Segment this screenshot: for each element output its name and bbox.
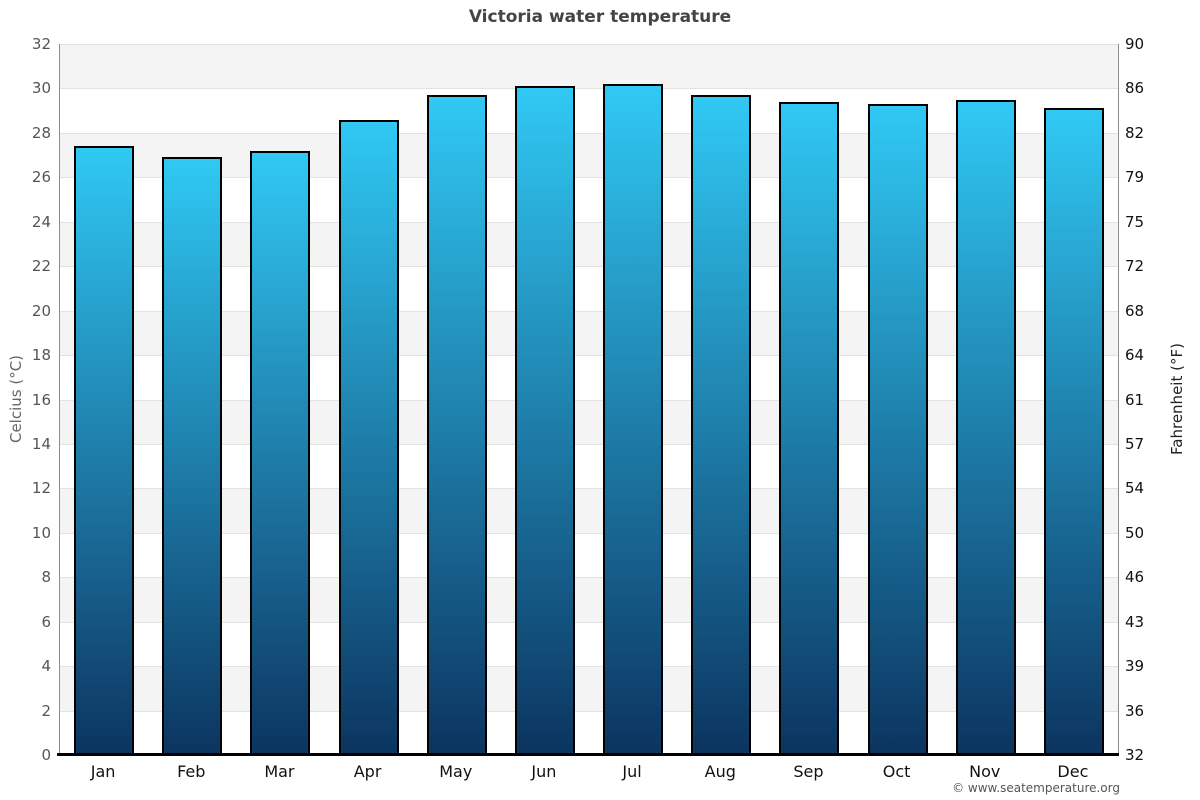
y-tick-celsius: 6 [41, 612, 51, 631]
gridline [60, 444, 1118, 445]
y-tick-celsius: 26 [31, 168, 51, 187]
y-tick-fahrenheit: 75 [1125, 212, 1145, 231]
plot-band [60, 266, 1118, 311]
bar-sep [779, 101, 840, 755]
plot-band [60, 443, 1118, 489]
plot-band [60, 488, 1118, 533]
y-tick-fahrenheit: 86 [1125, 79, 1145, 98]
y-tick-celsius: 32 [31, 35, 51, 53]
y-tick-fahrenheit: 46 [1125, 568, 1145, 587]
y-axis-label-fahrenheit: Fahrenheit (°F) [1168, 343, 1186, 455]
y-tick-celsius: 2 [41, 701, 51, 720]
y-tick-fahrenheit: 90 [1125, 35, 1145, 53]
y-tick-celsius: 24 [31, 212, 51, 231]
bar-nov [955, 99, 1016, 755]
x-axis-line [57, 753, 1119, 756]
y-tick-fahrenheit: 32 [1125, 746, 1145, 764]
gridline [60, 400, 1118, 401]
y-tick-fahrenheit: 68 [1125, 301, 1145, 320]
chart-title: Victoria water temperature [468, 7, 732, 27]
plot-band [60, 132, 1118, 178]
y-tick-celsius: 12 [31, 479, 51, 498]
plot-band [60, 88, 1118, 133]
y-tick-fahrenheit: 57 [1125, 434, 1145, 453]
bar-dec [1043, 108, 1104, 755]
y-tick-fahrenheit: 50 [1125, 523, 1145, 542]
y-tick-celsius: 14 [31, 434, 51, 453]
y-tick-fahrenheit: 82 [1125, 123, 1145, 142]
x-tick-month: Feb [177, 762, 206, 781]
y-tick-fahrenheit: 79 [1125, 168, 1145, 187]
gridline [60, 311, 1118, 312]
bar-jul [603, 83, 664, 755]
plot-band [60, 399, 1118, 444]
attribution: © www.seatemperature.org [952, 781, 1120, 795]
gridline [60, 355, 1118, 356]
x-tick-month: Jun [531, 762, 557, 781]
bar-aug [691, 95, 752, 755]
plot-band [60, 710, 1118, 755]
y-tick-celsius: 22 [31, 257, 51, 276]
x-tick-month: Nov [969, 762, 1001, 781]
y-tick-celsius: 16 [31, 390, 51, 409]
plot-area [59, 44, 1119, 755]
plot-band [60, 532, 1118, 578]
y-tick-fahrenheit: 72 [1125, 257, 1145, 276]
gridline [60, 266, 1118, 267]
x-tick-month: Jan [90, 762, 116, 781]
plot-band [60, 177, 1118, 222]
x-tick-month: Sep [793, 762, 824, 781]
y-tick-celsius: 20 [31, 301, 51, 320]
gridline [60, 711, 1118, 712]
plot-band [60, 577, 1118, 622]
bar-jun [514, 86, 575, 755]
y-tick-fahrenheit: 61 [1125, 390, 1145, 409]
gridline [60, 133, 1118, 134]
gridline [60, 44, 1118, 45]
gridline [60, 622, 1118, 623]
bar-mar [250, 150, 311, 755]
y-tick-celsius: 30 [31, 79, 51, 98]
y-axis-label-celsius: Celcius (°C) [7, 354, 25, 444]
y-tick-fahrenheit: 36 [1125, 701, 1145, 720]
y-tick-celsius: 8 [41, 568, 51, 587]
plot-band [60, 666, 1118, 711]
x-tick-month: May [439, 762, 473, 781]
gridline [60, 177, 1118, 178]
bar-feb [162, 157, 223, 755]
x-tick-month: Jul [622, 762, 642, 781]
y-tick-celsius: 0 [41, 746, 51, 764]
y-tick-celsius: 4 [41, 657, 51, 676]
x-tick-month: Dec [1057, 762, 1089, 781]
y-tick-celsius: 10 [31, 523, 51, 542]
y-tick-fahrenheit: 39 [1125, 657, 1145, 676]
bar-may [426, 95, 487, 755]
y-tick-fahrenheit: 43 [1125, 612, 1145, 631]
bar-apr [338, 119, 399, 755]
x-tick-month: Oct [882, 762, 911, 781]
plot-band [60, 355, 1118, 400]
gridline [60, 488, 1118, 489]
x-tick-month: Mar [264, 762, 295, 781]
plot-band [60, 44, 1118, 89]
x-tick-month: Aug [704, 762, 736, 781]
gridline [60, 88, 1118, 89]
plot-band [60, 621, 1118, 667]
bar-oct [867, 103, 928, 755]
x-tick-month: Apr [353, 762, 382, 781]
gridline [60, 222, 1118, 223]
plot-band [60, 310, 1118, 356]
gridline [60, 577, 1118, 578]
plot-band [60, 221, 1118, 267]
y-tick-celsius: 18 [31, 346, 51, 365]
y-tick-fahrenheit: 54 [1125, 479, 1145, 498]
y-tick-fahrenheit: 64 [1125, 346, 1145, 365]
bar-jan [74, 146, 135, 755]
gridline [60, 533, 1118, 534]
gridline [60, 666, 1118, 667]
y-tick-celsius: 28 [31, 123, 51, 142]
